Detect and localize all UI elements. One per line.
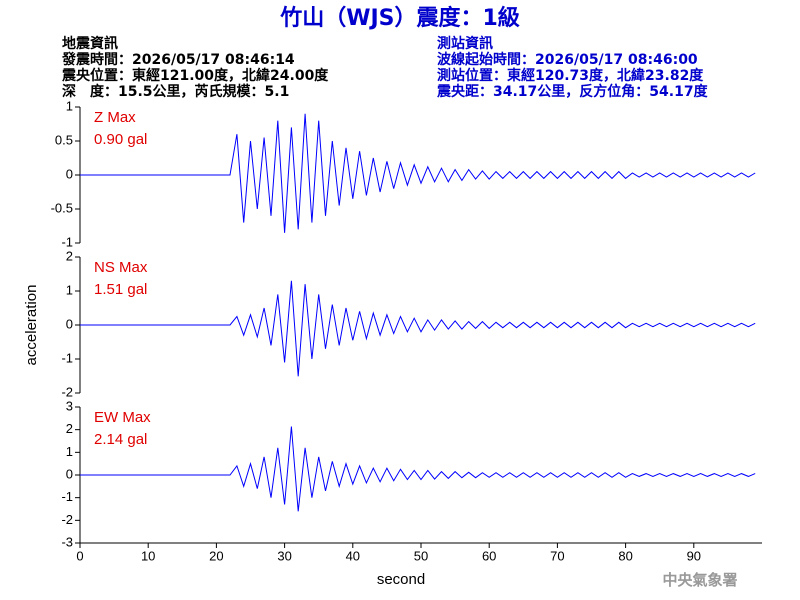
- station-info: 測站資訊 波線起始時間：2026/05/17 08:46:00 測站位置：東經1…: [436, 35, 709, 100]
- footer: 中央氣象署: [662, 571, 737, 589]
- y-tick-label: -0.5: [51, 200, 73, 215]
- x-tick-label: 0: [76, 548, 83, 563]
- y-tick-label: -1: [61, 234, 73, 249]
- info-line: 測站位置：東經120.73度，北緯23.82度: [437, 67, 704, 84]
- x-axis-label: second: [377, 571, 425, 588]
- x-tick-label: 60: [482, 548, 496, 563]
- quake-info: 地震資訊 發震時間：2026/05/17 08:46:14 震央位置：東經121…: [61, 35, 329, 100]
- y-tick-label: -1: [61, 489, 73, 504]
- y-tick-label: 1: [66, 98, 73, 113]
- x-tick-label: 80: [618, 548, 632, 563]
- y-tick-label: -1: [61, 350, 73, 365]
- waveform: [80, 426, 756, 512]
- y-tick-label: 1: [66, 282, 73, 297]
- info-line: 波線起始時間：2026/05/17 08:46:00: [437, 51, 698, 68]
- annotation: 1.51 gal: [94, 281, 147, 298]
- info-line: 震央距：34.17公里，反方位角：54.17度: [436, 83, 709, 100]
- info-line: 測站資訊: [437, 35, 493, 52]
- y-tick-label: 2: [66, 421, 73, 436]
- y-tick-label: 3: [66, 398, 73, 413]
- y-tick-label: 0: [66, 316, 73, 331]
- x-tick-label: 90: [687, 548, 701, 563]
- info-line: 地震資訊: [62, 35, 118, 52]
- y-tick-label: -2: [61, 512, 73, 527]
- y-tick-label: 1: [66, 444, 73, 459]
- waveform: [80, 113, 756, 233]
- x-tick-label: 40: [346, 548, 360, 563]
- annotation: 0.90 gal: [94, 131, 147, 148]
- y-tick-label: -2: [61, 384, 73, 399]
- title: 竹山（WJS）震度：1級: [279, 5, 520, 31]
- x-tick-label: 20: [209, 548, 223, 563]
- y-tick-label: 0: [66, 466, 73, 481]
- x-tick-label: 70: [550, 548, 564, 563]
- y-tick-label: 0.5: [55, 132, 73, 147]
- y-tick-label: -3: [61, 534, 73, 549]
- annotation: 2.14 gal: [94, 431, 147, 448]
- info-line: 發震時間：2026/05/17 08:46:14: [61, 51, 295, 68]
- waveform: [80, 280, 756, 377]
- y-tick-label: 0: [66, 166, 73, 181]
- info-line: 震央位置：東經121.00度，北緯24.00度: [61, 67, 329, 84]
- annotation: Z Max: [94, 109, 136, 126]
- y-axis-label: acceleration: [23, 285, 40, 366]
- x-tick-label: 30: [277, 548, 291, 563]
- y-tick-label: 2: [66, 248, 73, 263]
- x-tick-label: 10: [141, 548, 155, 563]
- x-tick-label: 50: [414, 548, 428, 563]
- info-line: 深 度：15.5公里，芮氏規模：5.1: [62, 83, 289, 100]
- annotation: NS Max: [94, 259, 148, 276]
- annotation: EW Max: [94, 409, 151, 426]
